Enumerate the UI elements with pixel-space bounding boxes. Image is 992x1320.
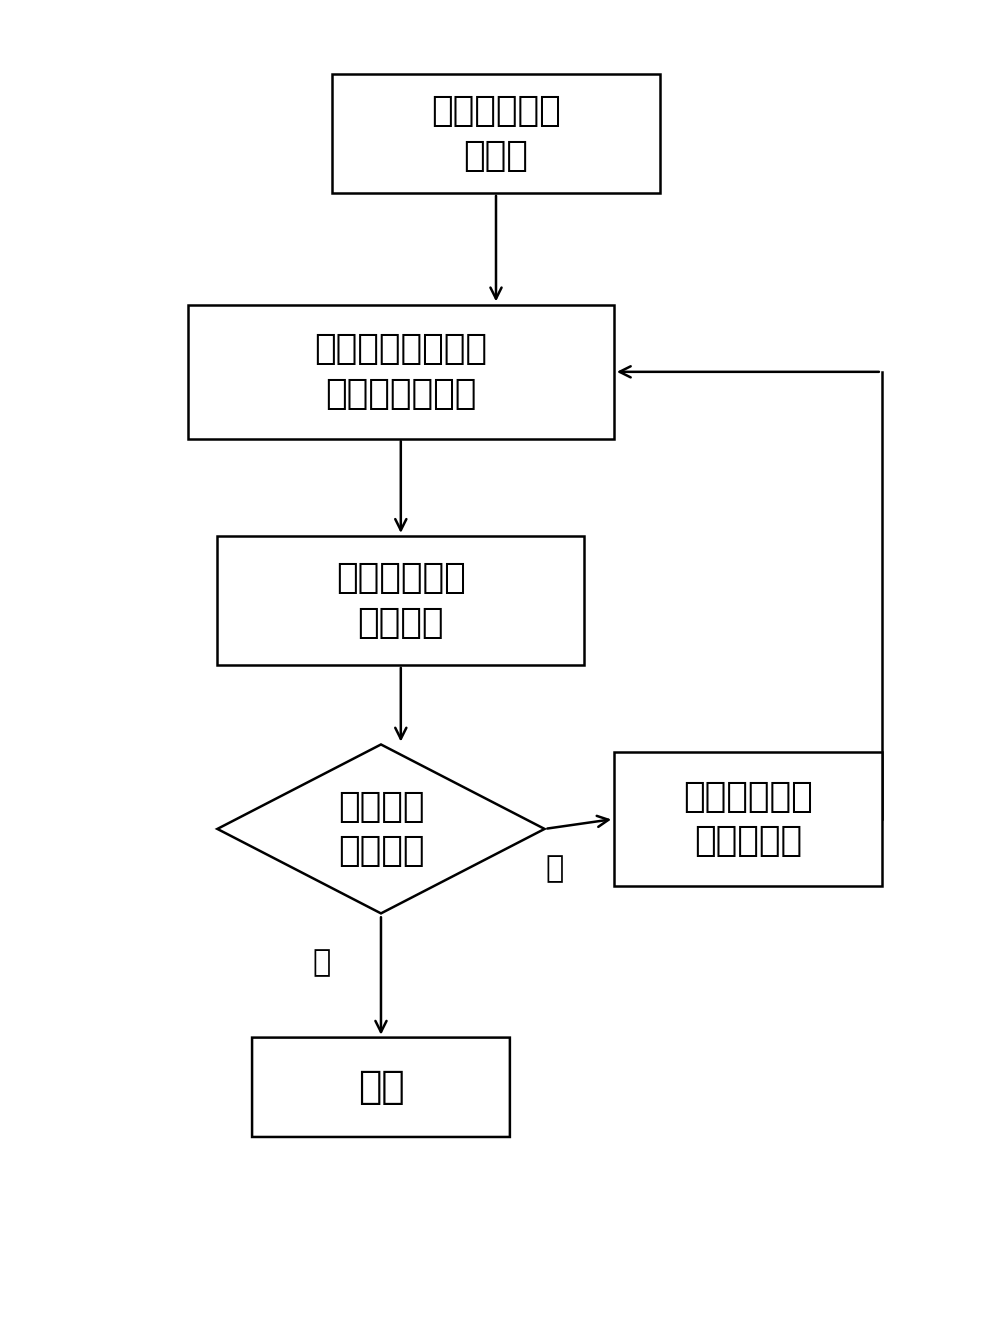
Bar — [332, 74, 660, 193]
Bar — [614, 752, 882, 886]
FancyBboxPatch shape — [252, 1038, 510, 1137]
Text: 否: 否 — [546, 854, 563, 883]
Bar — [217, 536, 584, 665]
Bar — [187, 305, 614, 440]
Polygon shape — [217, 744, 545, 913]
Text: 结束: 结束 — [357, 1068, 405, 1106]
Text: 无功补偿设备
总容量: 无功补偿设备 总容量 — [432, 94, 560, 173]
Text: 单台无功补偿设备
类型、容量确定: 单台无功补偿设备 类型、容量确定 — [314, 333, 487, 412]
Text: 无功补偿设备
数量确定: 无功补偿设备 数量确定 — [336, 561, 465, 640]
Text: 设备单组
投切检验: 设备单组 投切检验 — [337, 789, 425, 869]
Text: 是: 是 — [312, 949, 330, 978]
Text: 优化单台机组
类型、容量: 优化单台机组 类型、容量 — [682, 780, 812, 858]
